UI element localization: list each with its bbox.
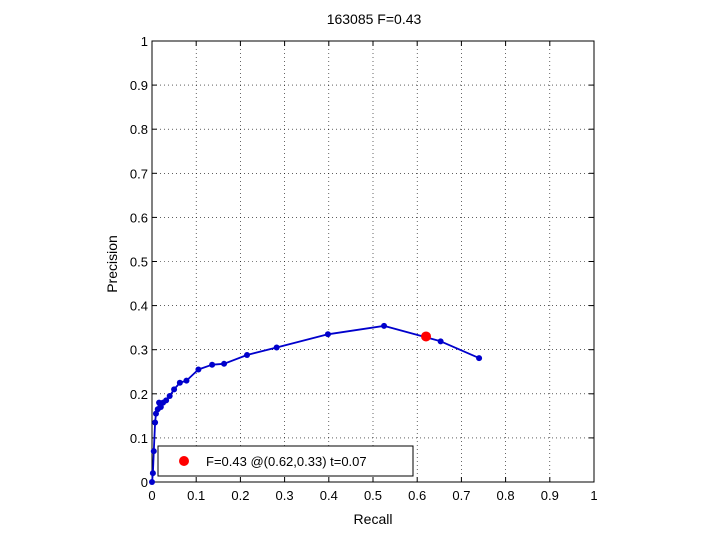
data-point	[437, 338, 444, 345]
y-tick-label: 0.7	[130, 166, 148, 181]
grid	[152, 41, 594, 482]
data-point	[221, 360, 228, 367]
y-tick-label: 0.9	[130, 78, 148, 93]
x-tick-label: 0.3	[276, 488, 294, 503]
legend: F=0.43 @(0.62,0.33) t=0.07	[157, 445, 414, 477]
x-axis: 0 0.1 0.2 0.3 0.4 0.5 0.6 0.7 0.8 0.9 1	[148, 41, 598, 503]
x-tick-label: 0.9	[541, 488, 559, 503]
legend-entry: F=0.43 @(0.62,0.33) t=0.07	[206, 454, 367, 469]
x-tick-label: 0.4	[320, 488, 338, 503]
data-point	[166, 393, 173, 400]
chart-title: 163085 F=0.43	[327, 11, 422, 27]
data-point	[171, 386, 178, 393]
data-point	[152, 419, 159, 426]
y-tick-label: 0.4	[130, 299, 148, 314]
data-point	[176, 379, 183, 386]
data-point	[150, 448, 157, 455]
x-tick-label: 0.1	[187, 488, 205, 503]
y-axis: 0 0.1 0.2 0.3 0.4 0.5 0.6 0.7 0.8 0.9 1	[130, 34, 594, 490]
y-tick-label: 1	[141, 34, 148, 49]
data-point	[476, 355, 483, 362]
y-tick-label: 0.2	[130, 387, 148, 402]
x-tick-label: 0.2	[231, 488, 249, 503]
y-tick-label: 0.5	[130, 255, 148, 270]
data-point	[273, 344, 280, 351]
data-point	[163, 397, 170, 404]
x-tick-label: 0.7	[452, 488, 470, 503]
data-point	[324, 331, 331, 338]
x-tick-label: 0.5	[364, 488, 382, 503]
y-tick-label: 0.1	[130, 431, 148, 446]
x-tick-label: 0.8	[497, 488, 515, 503]
data-point	[195, 366, 202, 373]
x-tick-label: 1	[590, 488, 597, 503]
data-point	[149, 479, 155, 485]
x-tick-label: 0.6	[408, 488, 426, 503]
x-tick-label: 0	[148, 488, 155, 503]
y-tick-label: 0.3	[130, 343, 148, 358]
best-f-point	[421, 331, 432, 342]
data-point	[244, 351, 251, 358]
y-tick-label: 0.6	[130, 210, 148, 225]
legend-marker	[179, 456, 189, 466]
data-point	[209, 361, 216, 368]
legend-box	[157, 445, 414, 477]
series-layer	[149, 322, 483, 485]
y-axis-label: Precision	[104, 235, 120, 293]
data-point	[183, 377, 190, 384]
best-point-layer	[421, 331, 432, 342]
data-point	[149, 470, 156, 477]
x-axis-label: Recall	[354, 511, 393, 527]
data-point	[381, 322, 388, 329]
y-tick-label: 0	[141, 475, 148, 490]
y-tick-label: 0.8	[130, 122, 148, 137]
